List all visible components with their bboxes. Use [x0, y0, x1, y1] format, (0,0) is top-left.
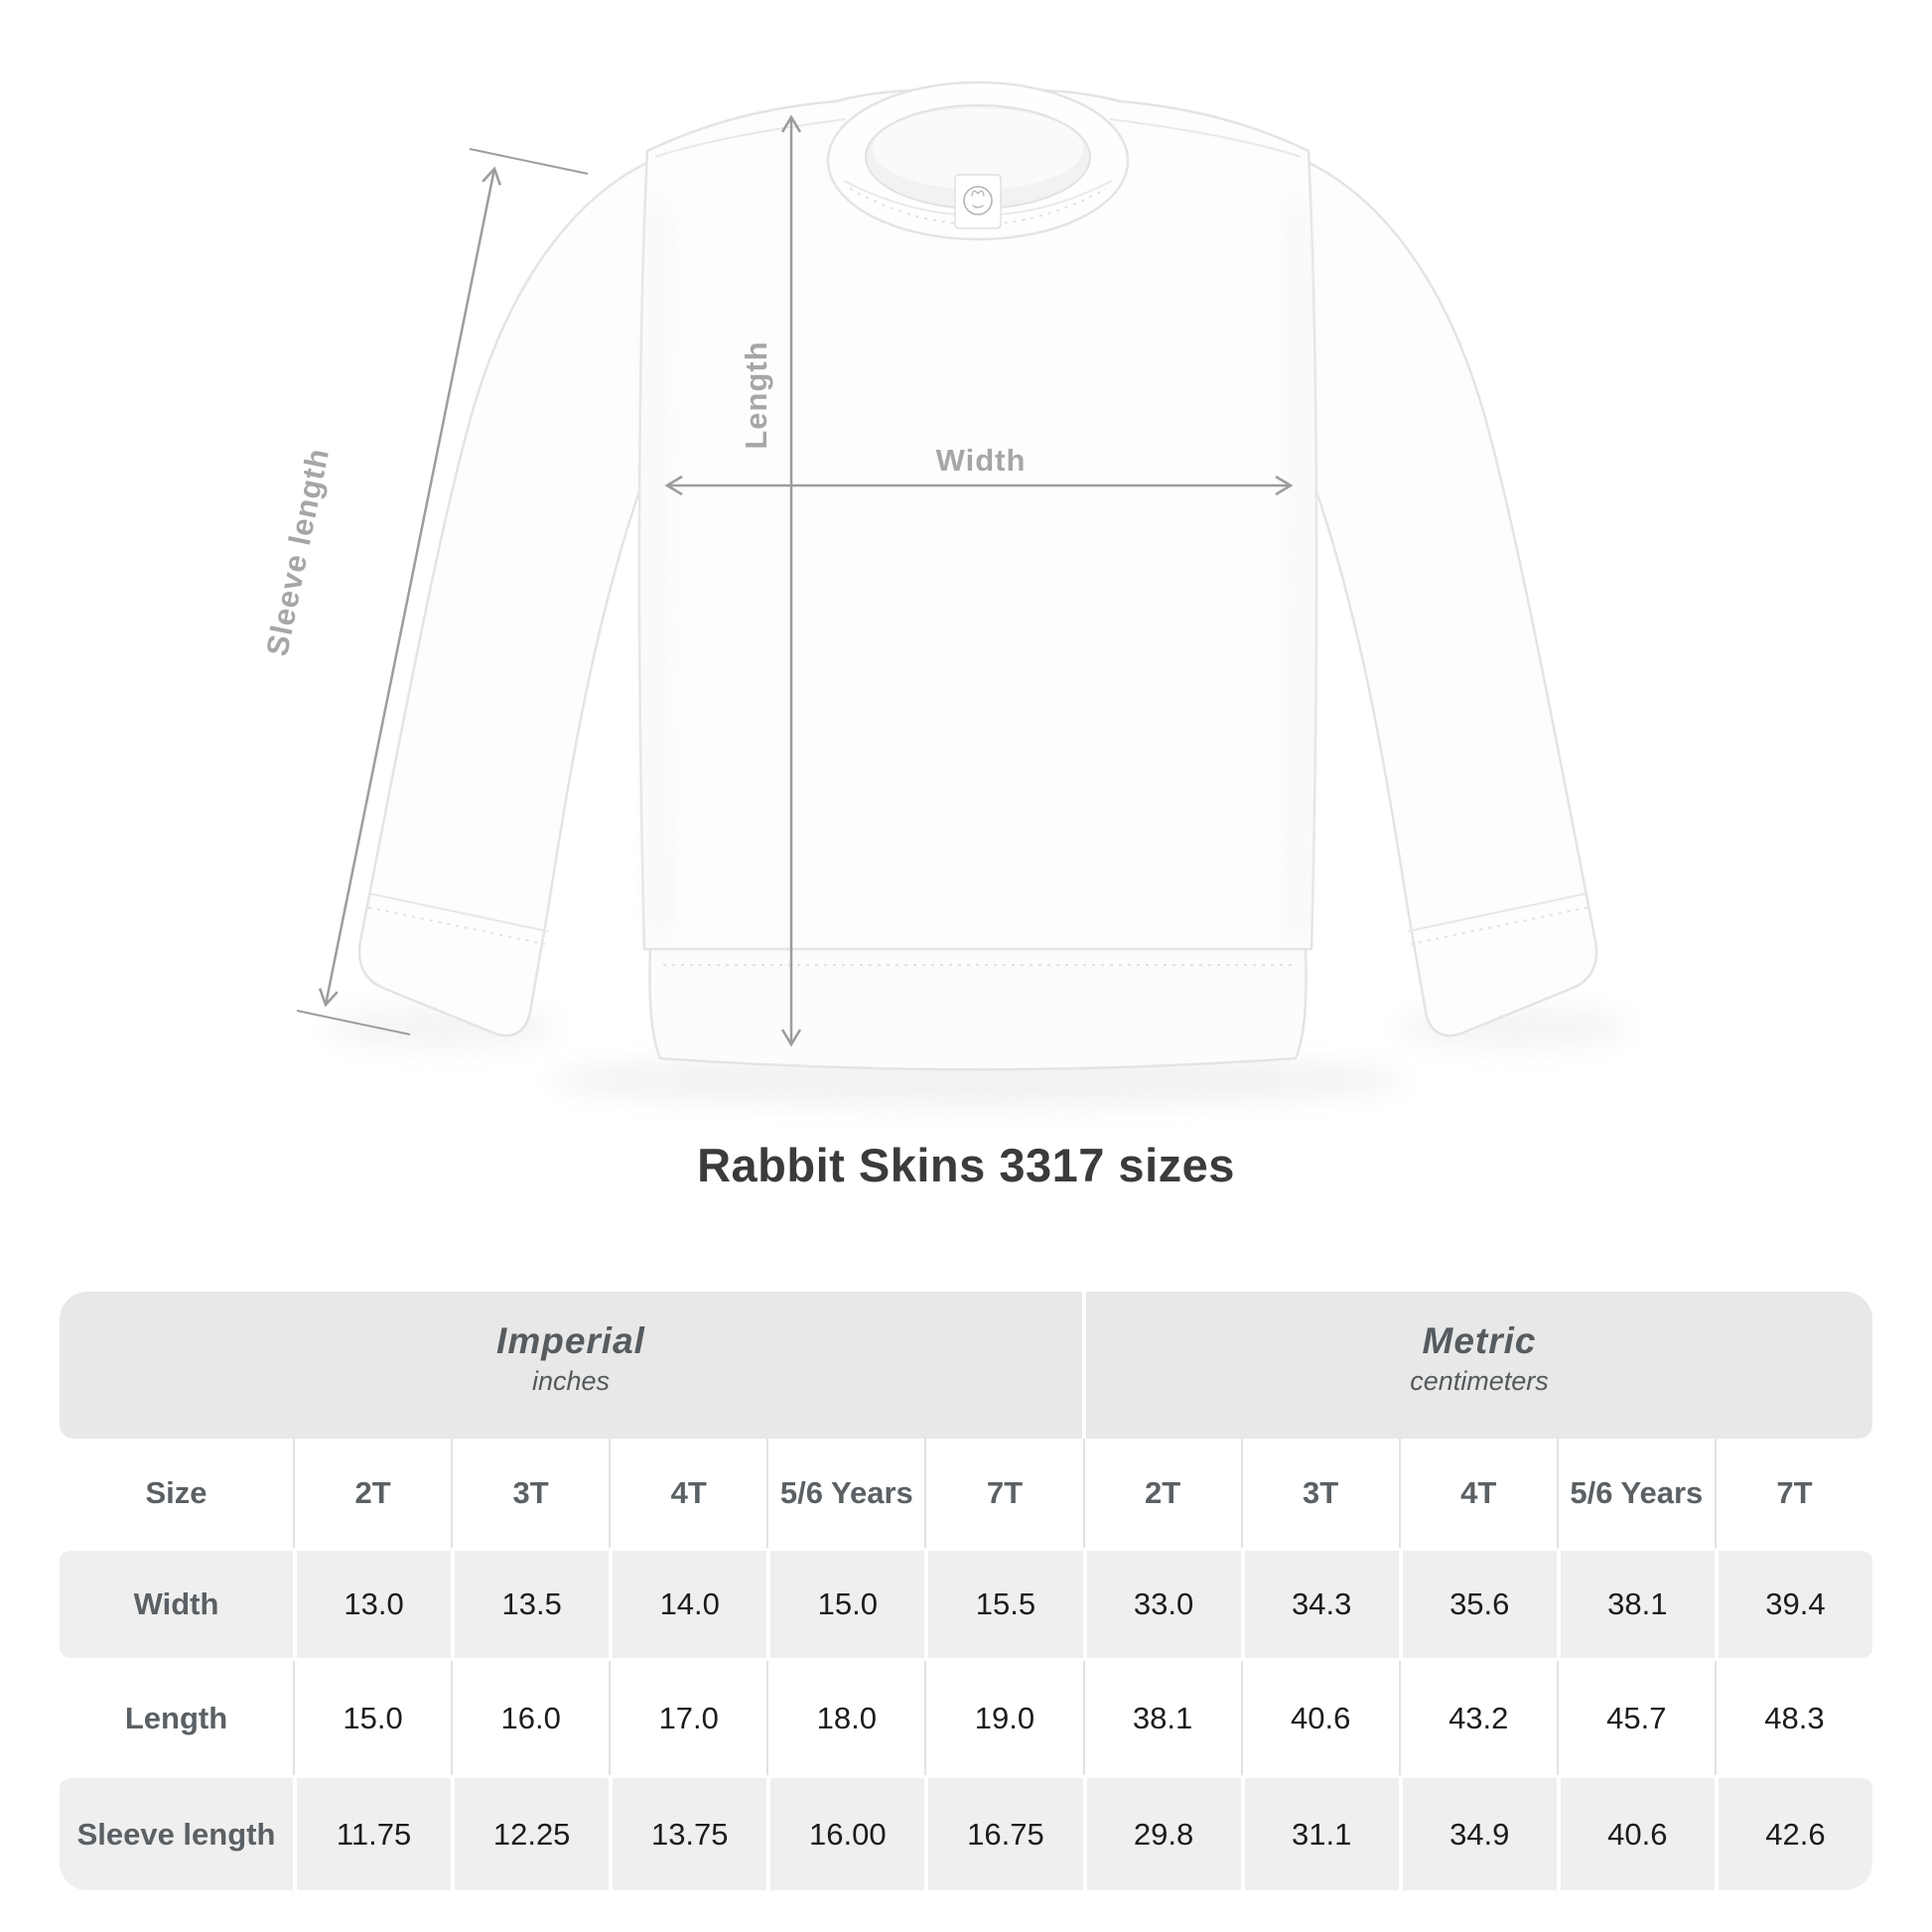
sleeve-imperial-56years: 16.00: [766, 1778, 924, 1890]
column-header-imperial-7t: 7T: [924, 1439, 1082, 1548]
length-imperial-3t: 16.0: [451, 1661, 609, 1775]
right-shoulder-seam: [1109, 118, 1302, 158]
sweatshirt-illustration: [357, 80, 1598, 1071]
width-metric-3t: 34.3: [1240, 1551, 1399, 1658]
width-imperial-2t: 13.0: [293, 1551, 451, 1658]
length-metric-4t: 43.2: [1398, 1661, 1557, 1775]
width-metric-4t: 35.6: [1398, 1551, 1557, 1658]
sweatshirt-hem-band: [648, 947, 1308, 1071]
fabric-fold-left: [646, 199, 667, 933]
width-measure-label: Width: [936, 443, 1027, 478]
width-imperial-3t: 13.5: [451, 1551, 609, 1658]
sleeve-imperial-3t: 12.25: [451, 1778, 609, 1890]
length-imperial-56years: 18.0: [766, 1661, 924, 1775]
fabric-fold-right: [1289, 199, 1310, 933]
length-measure-label: Length: [739, 341, 773, 449]
row-label-width: Width: [133, 1587, 219, 1621]
length-imperial-7t: 19.0: [924, 1661, 1082, 1775]
garment-measurement-diagram: Length Width Sleeve length: [259, 80, 1628, 1106]
length-metric-3t: 40.6: [1240, 1661, 1399, 1775]
size-corner-header: Size: [145, 1475, 207, 1510]
column-header-imperial-3t: 3T: [451, 1439, 609, 1548]
width-metric-7t: 39.4: [1714, 1551, 1872, 1658]
sweatshirt-left-sleeve: [357, 157, 657, 1037]
sleeve-arrow-top-tick: [469, 148, 589, 175]
table-row-sleeve-length: Sleeve length 11.75 12.25 13.75 16.00 16…: [60, 1775, 1872, 1890]
sleeve-metric-7t: 42.6: [1714, 1778, 1872, 1890]
sleeve-arrow-bottom-tick: [296, 1010, 411, 1035]
sleeve-metric-4t: 34.9: [1398, 1778, 1557, 1890]
sleeve-length-measure-label: Sleeve length: [259, 445, 336, 659]
sleeve-imperial-4t: 13.75: [609, 1778, 766, 1890]
width-imperial-4t: 14.0: [609, 1551, 766, 1658]
column-header-metric-3t: 3T: [1240, 1439, 1399, 1548]
sleeve-imperial-2t: 11.75: [293, 1778, 451, 1890]
table-row-width: Width 13.0 13.5 14.0 15.0 15.5 33.0 34.3…: [60, 1548, 1872, 1661]
imperial-sublabel: inches: [531, 1366, 611, 1396]
imperial-unit-group: Imperial inches: [60, 1292, 1082, 1439]
sleeve-length-arrow: [318, 166, 502, 1008]
page-title: Rabbit Skins 3317 sizes: [697, 1139, 1235, 1191]
sleeve-metric-2t: 29.8: [1082, 1778, 1241, 1890]
metric-label: Metric: [1422, 1320, 1537, 1361]
row-label-length: Length: [124, 1700, 228, 1735]
length-metric-7t: 48.3: [1714, 1661, 1872, 1775]
sleeve-metric-56years: 40.6: [1556, 1778, 1715, 1890]
neck-tag: [954, 174, 1002, 229]
rabbit-logo-icon: [963, 186, 993, 215]
imperial-label: Imperial: [496, 1320, 645, 1361]
sleeve-metric-3t: 31.1: [1240, 1778, 1399, 1890]
length-metric-2t: 38.1: [1082, 1661, 1241, 1775]
width-imperial-56years: 15.0: [766, 1551, 924, 1658]
length-imperial-2t: 15.0: [293, 1661, 451, 1775]
sweatshirt-body: [637, 87, 1318, 951]
column-header-imperial-56years: 5/6 Years: [766, 1439, 924, 1548]
length-imperial-4t: 17.0: [609, 1661, 766, 1775]
column-header-metric-2t: 2T: [1082, 1439, 1241, 1548]
metric-sublabel: centimeters: [1410, 1366, 1549, 1396]
size-table: Imperial inches Metric centimeters Size …: [60, 1292, 1872, 1890]
table-row-length: Length 15.0 16.0 17.0 18.0 19.0 38.1 40.…: [60, 1661, 1872, 1775]
size-header-row: Size 2T 3T 4T 5/6 Years 7T 2T 3T 4T 5/6 …: [60, 1439, 1872, 1548]
row-label-sleeve-length: Sleeve length: [76, 1816, 276, 1852]
length-metric-56years: 45.7: [1556, 1661, 1715, 1775]
metric-unit-group: Metric centimeters: [1082, 1292, 1872, 1439]
measurement-annotations: [296, 114, 1294, 1047]
column-header-metric-7t: 7T: [1714, 1439, 1872, 1548]
column-header-metric-56years: 5/6 Years: [1556, 1439, 1715, 1548]
column-header-imperial-2t: 2T: [293, 1439, 451, 1548]
column-header-metric-4t: 4T: [1398, 1439, 1557, 1548]
width-metric-2t: 33.0: [1082, 1551, 1241, 1658]
width-imperial-7t: 15.5: [924, 1551, 1082, 1658]
column-header-imperial-4t: 4T: [609, 1439, 766, 1548]
sweatshirt-collar: [826, 80, 1130, 241]
width-metric-56years: 38.1: [1556, 1551, 1715, 1658]
sleeve-imperial-7t: 16.75: [924, 1778, 1082, 1890]
sweatshirt-right-sleeve: [1299, 157, 1598, 1037]
unit-system-band: Imperial inches Metric centimeters: [60, 1292, 1872, 1439]
left-shoulder-seam: [654, 118, 847, 158]
